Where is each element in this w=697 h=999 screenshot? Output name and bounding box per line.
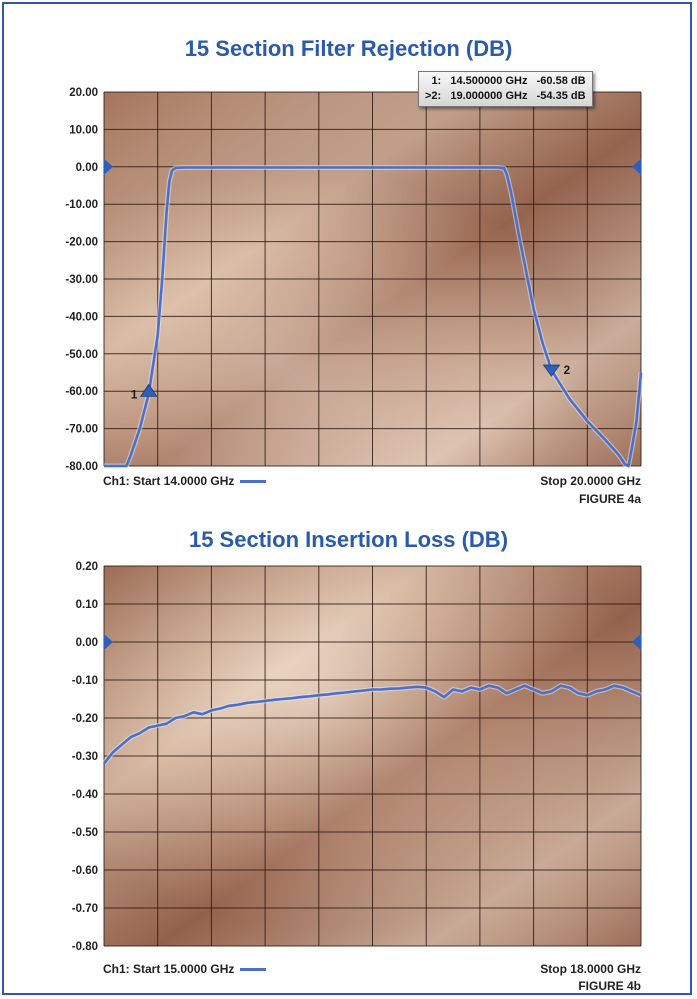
y-tick-label: -30.00 [65,274,98,286]
y-tick-label: -0.70 [72,903,98,915]
series-line [102,684,642,765]
marker-1-icon [140,383,158,397]
chart-a-start-text: Ch1: Start 14.0000 GHz [103,474,235,488]
marker-readout-freq-1: 14.500000 GHz [450,75,528,87]
marker-readout-freq-2: 19.000000 GHz [450,90,528,102]
y-tick-label: -0.40 [72,789,98,801]
y-tick-label: -0.10 [72,675,98,687]
y-tick-label: 0.20 [76,561,98,573]
y-tick-label: -0.80 [72,941,98,953]
figure-4b-label: FIGURE 4b [578,979,641,993]
marker-readout-row-1: 1: 14.500000 GHz -60.58 dB [425,74,586,89]
chart-b-plot: 0.20 0.10 0.00 -0.10 -0.20 -0.30 -0.40 -0.50 -0.… [72,561,642,953]
chart-a-stop-label: Stop 20.0000 GHz [540,474,641,488]
marker-readout-row-2: >2: 19.000000 GHz -54.35 dB [425,89,586,104]
y-tick-label: 0.00 [76,162,98,174]
y-tick-label: 10.00 [69,124,98,136]
y-tick-label: -0.30 [72,751,98,763]
chart-a-plot: 20.00 10.00 0.00 -10.00 -20.00 -30.00 -40.00 -5… [65,87,644,470]
marker-2-icon [542,364,561,377]
chart-b-start-text: Ch1: Start 15.0000 GHz [103,962,235,976]
y-tick-label: 0.10 [76,599,98,611]
y-tick-label: -40.00 [65,311,98,323]
chart-a-title: 15 Section Filter Rejection (DB) [184,36,513,61]
y-tick-label: -0.20 [72,713,98,725]
legend-swatch-icon [240,968,267,972]
marker-1-label: 1 [131,387,138,401]
chart-a-start-label: Ch1: Start 14.0000 GHz [103,474,267,488]
y-tick-label: -20.00 [65,237,98,249]
y-tick-label: -0.60 [72,865,98,877]
y-tick-label: 20.00 [69,87,98,99]
legend-swatch-icon [240,480,267,484]
y-tick-label: -0.50 [72,827,98,839]
chart-b-start-label: Ch1: Start 15.0000 GHz [103,962,267,976]
chart-b-title: 15 Section Insertion Loss (DB) [188,527,509,552]
marker-readout-id-1: 1: [431,75,442,87]
marker-readout-value-2: -54.35 dB [536,90,586,102]
chart-b-stop-label: Stop 18.0000 GHz [540,962,641,976]
reference-level-left-icon [104,158,113,175]
y-tick-label: -10.00 [65,199,98,211]
series-line [104,166,643,468]
reference-level-right-icon [632,634,641,650]
reference-level-left-icon [104,634,113,650]
marker-readout-value-1: -60.58 dB [536,75,586,87]
y-tick-label: -70.00 [65,424,98,436]
marker-2-label: 2 [564,363,571,377]
y-tick-label: -80.00 [65,461,98,470]
marker-readout-box: 1: 14.500000 GHz -60.58 dB >2: 19.000000… [418,71,593,107]
y-tick-label: 0.00 [76,637,98,649]
figure-4a-label: FIGURE 4a [578,492,641,506]
reference-level-right-icon [632,158,641,175]
marker-readout-id-2: >2: [425,90,442,102]
y-tick-label: -50.00 [65,349,98,361]
y-tick-label: -60.00 [65,386,98,398]
